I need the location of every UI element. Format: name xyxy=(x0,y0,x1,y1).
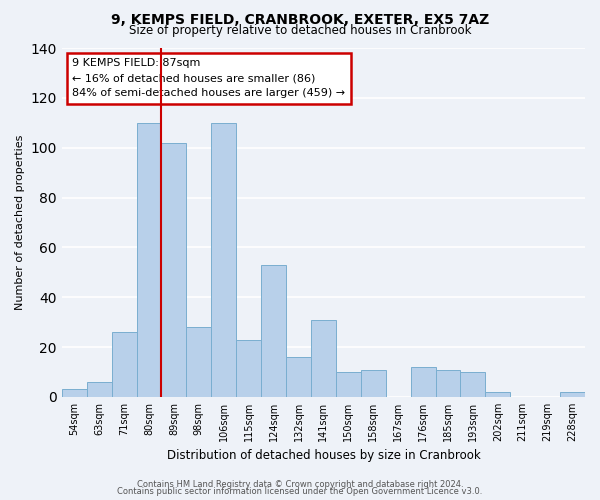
Bar xyxy=(410,367,436,397)
Bar xyxy=(261,265,286,397)
Bar xyxy=(161,142,187,397)
Text: Contains HM Land Registry data © Crown copyright and database right 2024.: Contains HM Land Registry data © Crown c… xyxy=(137,480,463,489)
Bar xyxy=(62,390,87,397)
Bar xyxy=(236,340,261,397)
X-axis label: Distribution of detached houses by size in Cranbrook: Distribution of detached houses by size … xyxy=(167,450,480,462)
Text: 9, KEMPS FIELD, CRANBROOK, EXETER, EX5 7AZ: 9, KEMPS FIELD, CRANBROOK, EXETER, EX5 7… xyxy=(111,12,489,26)
Bar xyxy=(187,327,211,397)
Text: Size of property relative to detached houses in Cranbrook: Size of property relative to detached ho… xyxy=(129,24,471,37)
Bar xyxy=(485,392,510,397)
Bar xyxy=(336,372,361,397)
Bar xyxy=(87,382,112,397)
Bar xyxy=(112,332,137,397)
Bar xyxy=(211,123,236,397)
Bar xyxy=(460,372,485,397)
Y-axis label: Number of detached properties: Number of detached properties xyxy=(15,135,25,310)
Bar xyxy=(436,370,460,397)
Bar xyxy=(311,320,336,397)
Bar xyxy=(361,370,386,397)
Text: Contains public sector information licensed under the Open Government Licence v3: Contains public sector information licen… xyxy=(118,487,482,496)
Text: 9 KEMPS FIELD: 87sqm
← 16% of detached houses are smaller (86)
84% of semi-detac: 9 KEMPS FIELD: 87sqm ← 16% of detached h… xyxy=(72,58,346,98)
Bar xyxy=(137,123,161,397)
Bar xyxy=(560,392,585,397)
Bar xyxy=(286,357,311,397)
